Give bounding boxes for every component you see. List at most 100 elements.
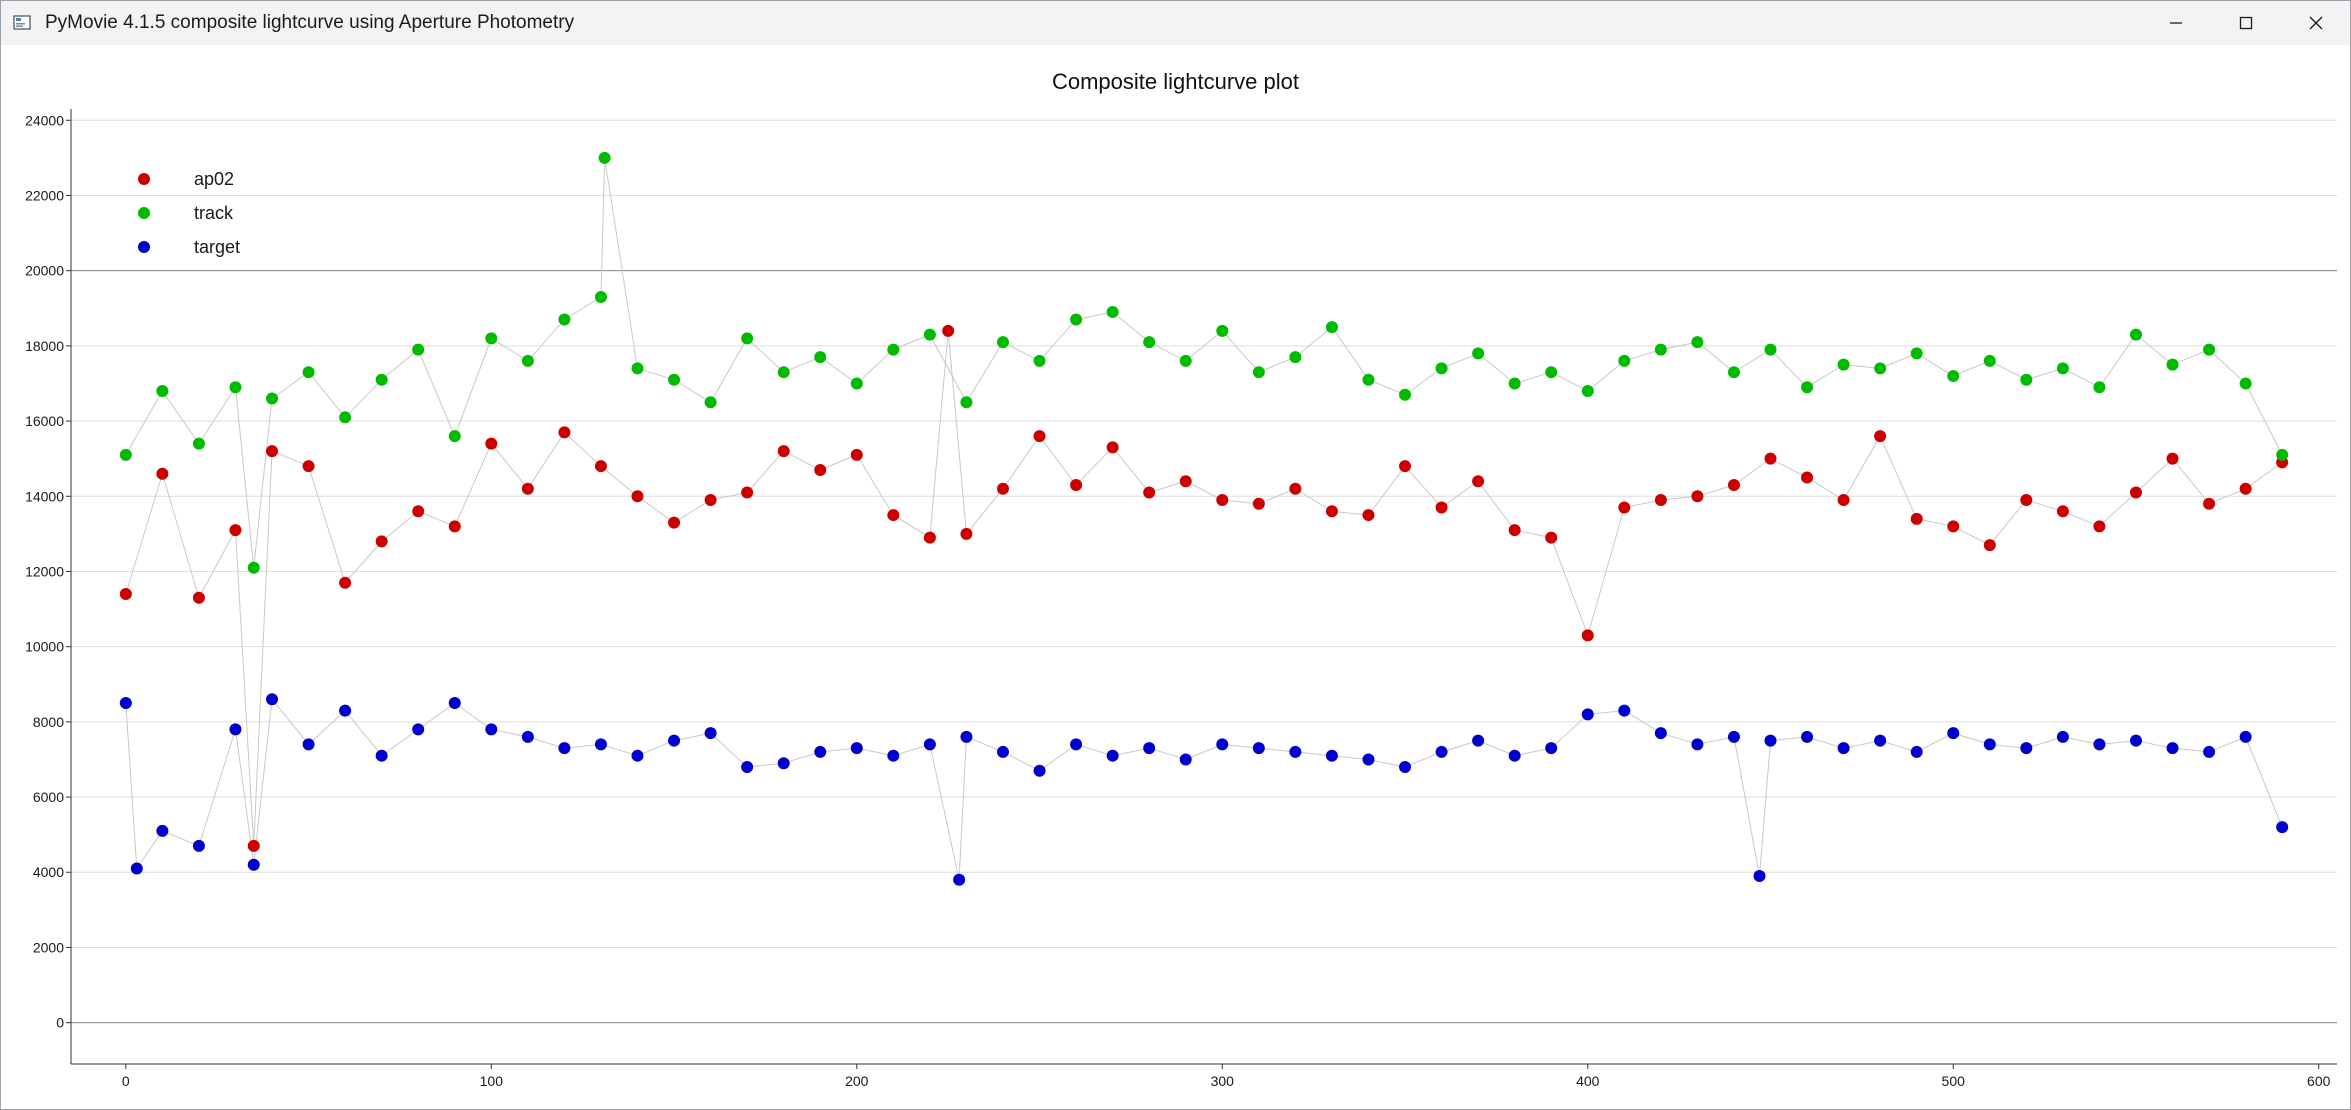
data-point-target: [1106, 749, 1119, 762]
data-point-track: [1399, 388, 1412, 401]
data-point-target: [594, 738, 607, 751]
minimize-icon: [2170, 22, 2182, 24]
data-point-track: [594, 290, 607, 303]
data-point-target: [631, 749, 644, 762]
data-point-ap02: [485, 437, 498, 450]
data-point-track: [2093, 381, 2106, 394]
data-point-track: [1472, 347, 1485, 360]
data-point-target: [302, 738, 315, 751]
data-point-track: [850, 377, 863, 390]
data-point-target: [1874, 734, 1887, 747]
data-point-ap02: [2020, 494, 2033, 507]
minimize-button[interactable]: [2141, 1, 2211, 45]
data-point-track: [887, 343, 900, 356]
data-point-ap02: [375, 535, 388, 548]
data-point-track: [598, 151, 611, 164]
data-point-target: [2056, 730, 2069, 743]
legend-label-track: track: [194, 203, 234, 223]
data-point-ap02: [1399, 460, 1412, 473]
maximize-button[interactable]: [2211, 1, 2281, 45]
data-point-ap02: [1070, 478, 1083, 491]
data-point-target: [448, 697, 461, 710]
legend-marker-track: [138, 207, 150, 219]
data-point-ap02: [1837, 494, 1850, 507]
close-icon: [2309, 16, 2323, 30]
legend-marker-target: [138, 241, 150, 253]
data-point-target: [130, 862, 143, 875]
data-point-ap02: [960, 527, 973, 540]
data-point-track: [1581, 384, 1594, 397]
data-point-track: [412, 343, 425, 356]
data-point-ap02: [942, 324, 955, 337]
y-tick-label: 6000: [33, 789, 64, 805]
data-point-track: [558, 313, 571, 326]
data-point-ap02: [558, 426, 571, 439]
series-line-target: [125, 698, 2283, 880]
data-point-ap02: [2129, 486, 2142, 499]
data-point-ap02: [1508, 524, 1521, 537]
data-point-ap02: [2056, 505, 2069, 518]
chart-title: Composite lightcurve plot: [1051, 69, 1299, 94]
data-point-ap02: [777, 445, 790, 458]
data-point-ap02: [2166, 452, 2179, 465]
data-point-target: [1764, 734, 1777, 747]
plot-area[interactable]: Composite lightcurve plot: [1, 45, 2350, 1109]
title-bar[interactable]: PyMovie 4.1.5 composite lightcurve using…: [1, 1, 2350, 45]
data-point-track: [1362, 373, 1375, 386]
data-point-ap02: [1325, 505, 1338, 518]
data-point-track: [1435, 362, 1448, 375]
data-point-target: [1179, 753, 1192, 766]
y-tick-label: 10000: [25, 639, 64, 655]
data-point-ap02: [156, 467, 169, 480]
data-point-ap02: [1874, 430, 1887, 443]
x-tick-label: 0: [122, 1073, 130, 1089]
data-point-track: [2129, 328, 2142, 341]
data-point-target: [1252, 742, 1265, 755]
data-point-track: [1508, 377, 1521, 390]
data-point-track: [2020, 373, 2033, 386]
data-point-target: [1691, 738, 1704, 751]
data-point-ap02: [887, 509, 900, 522]
data-point-track: [521, 354, 534, 367]
y-tick-label: 14000: [25, 488, 64, 504]
data-point-track: [1143, 336, 1156, 349]
close-button[interactable]: [2281, 1, 2351, 45]
data-point-track: [339, 411, 352, 424]
data-point-ap02: [1654, 494, 1667, 507]
data-point-target: [923, 738, 936, 751]
data-point-target: [1581, 708, 1594, 721]
data-point-target: [1654, 727, 1667, 740]
data-point-track: [247, 561, 260, 574]
data-point-target: [1033, 764, 1046, 777]
data-point-ap02: [923, 531, 936, 544]
window-title: PyMovie 4.1.5 composite lightcurve using…: [45, 12, 575, 33]
data-point-track: [229, 381, 242, 394]
x-tick-label: 300: [1211, 1073, 1235, 1089]
data-point-target: [1472, 734, 1485, 747]
data-point-track: [1727, 366, 1740, 379]
data-point-ap02: [521, 482, 534, 495]
data-point-track: [704, 396, 717, 409]
data-point-target: [2239, 730, 2252, 743]
data-point-ap02: [1472, 475, 1485, 488]
data-point-track: [1618, 354, 1631, 367]
data-point-target: [960, 730, 973, 743]
data-point-ap02: [668, 516, 681, 529]
data-point-ap02: [1435, 501, 1448, 514]
data-point-ap02: [302, 460, 315, 473]
data-point-track: [2239, 377, 2252, 390]
data-point-track: [2276, 448, 2289, 461]
data-point-track: [1545, 366, 1558, 379]
data-point-target: [2093, 738, 2106, 751]
data-point-target: [1362, 753, 1375, 766]
data-point-target: [266, 693, 279, 706]
data-point-ap02: [850, 448, 863, 461]
data-point-target: [996, 745, 1009, 758]
data-point-track: [1764, 343, 1777, 356]
data-point-ap02: [119, 588, 132, 601]
data-point-target: [485, 723, 498, 736]
data-point-target: [1910, 745, 1923, 758]
y-tick-label: 16000: [25, 413, 64, 429]
